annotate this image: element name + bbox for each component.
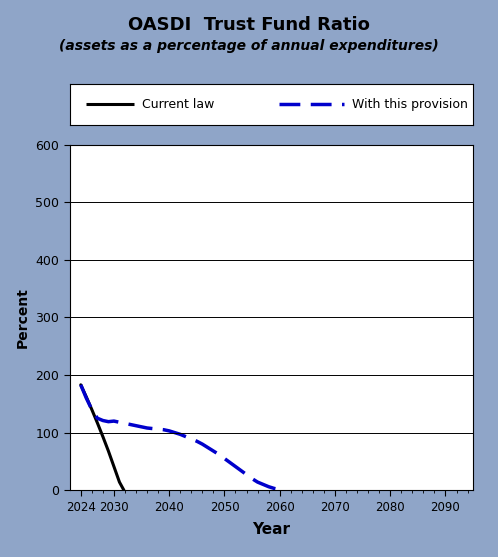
X-axis label: Year: Year (252, 522, 290, 537)
Y-axis label: Percent: Percent (16, 287, 30, 348)
Text: Current law: Current law (142, 98, 215, 111)
Text: OASDI  Trust Fund Ratio: OASDI Trust Fund Ratio (128, 16, 370, 34)
Text: (assets as a percentage of annual expenditures): (assets as a percentage of annual expend… (59, 38, 439, 53)
Text: With this provision: With this provision (352, 98, 468, 111)
